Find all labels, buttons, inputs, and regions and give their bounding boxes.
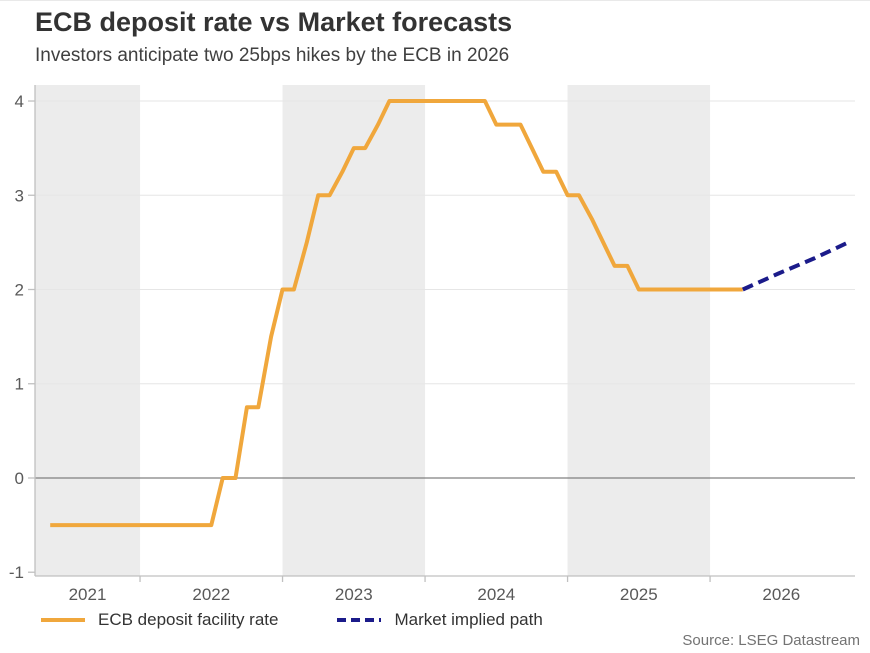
chart-title: ECB deposit rate vs Market forecasts <box>35 7 513 37</box>
legend-item-ecb-rate: ECB deposit facility rate <box>40 610 278 630</box>
year-band-2025 <box>567 85 711 576</box>
legend: ECB deposit facility rate Market implied… <box>40 610 543 630</box>
y-tick-label: 2 <box>15 281 24 300</box>
solid-line-swatch-icon <box>41 618 85 622</box>
y-tick-label: 1 <box>15 375 24 394</box>
y-tick-label: -1 <box>9 563 24 582</box>
series-market-implied-path <box>741 240 850 292</box>
year-band-2021 <box>35 85 141 576</box>
legend-label-ecb-rate: ECB deposit facility rate <box>98 610 279 629</box>
chart-canvas: -1 0 1 2 3 4 2021 2022 2023 2024 2025 2026 <box>9 85 855 604</box>
source-attribution: Source: LSEG Datastream <box>682 632 860 649</box>
x-year-label-2025: 2025 <box>620 585 658 604</box>
x-year-label-2022: 2022 <box>192 585 230 604</box>
y-tick-label: 4 <box>15 92 24 111</box>
legend-label-market-path: Market implied path <box>394 610 543 629</box>
x-year-label-2023: 2023 <box>335 585 373 604</box>
x-year-label-2026: 2026 <box>762 585 800 604</box>
legend-item-market-path: Market implied path <box>336 610 543 630</box>
x-year-label-2021: 2021 <box>69 585 107 604</box>
x-year-label-2024: 2024 <box>477 585 515 604</box>
series-ecb-deposit-rate <box>50 99 743 528</box>
y-tick-label: 0 <box>15 469 24 488</box>
year-band-2023 <box>282 85 426 576</box>
y-tick-label: 3 <box>15 186 24 205</box>
dashed-line-swatch-icon <box>337 618 382 622</box>
chart-subtitle: Investors anticipate two 25bps hikes by … <box>35 45 510 66</box>
